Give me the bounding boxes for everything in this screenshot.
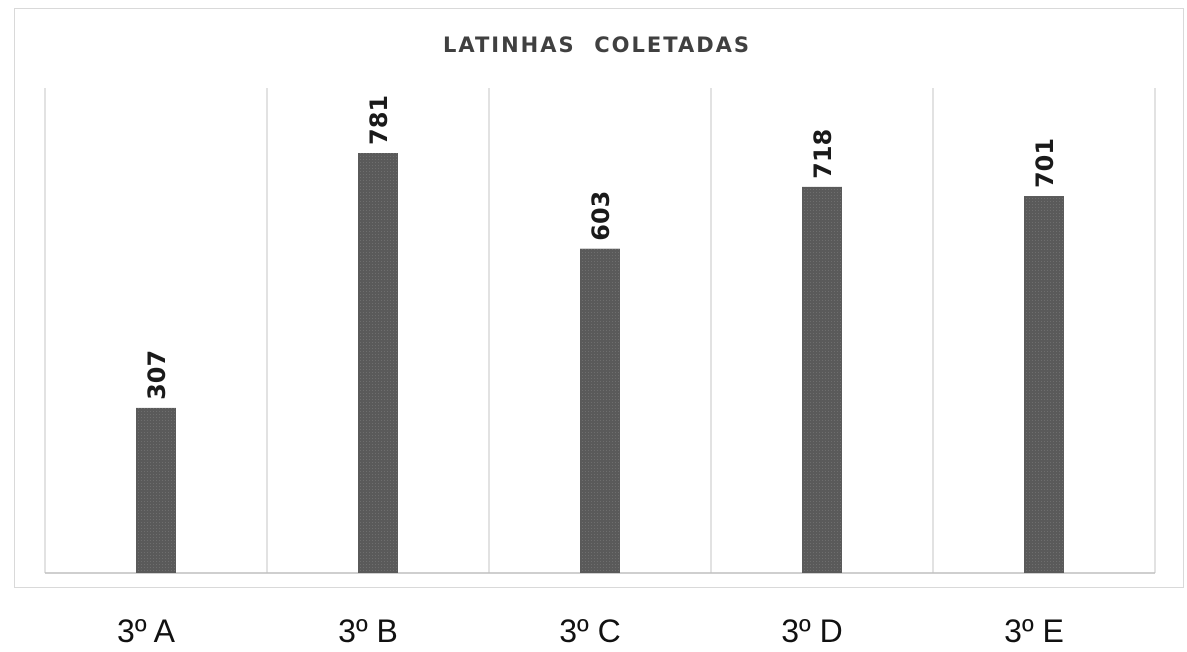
- labels-layer: 307 781 603 718 701: [143, 95, 1059, 400]
- categories-layer: 3º A 3º B 3º C 3º D 3º E: [117, 613, 1064, 649]
- category-label-4: 3º D: [781, 613, 842, 649]
- data-label-5: 701: [1031, 138, 1059, 188]
- data-label-4: 718: [809, 129, 837, 179]
- category-label-3: 3º C: [559, 613, 620, 649]
- category-label-5: 3º E: [1004, 613, 1064, 649]
- data-label-3: 603: [587, 191, 615, 241]
- bar-4: [802, 186, 842, 573]
- category-label-1: 3º A: [117, 613, 176, 649]
- bars-layer: [136, 153, 1064, 573]
- bar-2: [358, 153, 398, 573]
- data-label-2: 781: [365, 95, 393, 145]
- bar-5: [1024, 196, 1064, 573]
- bar-3: [580, 248, 620, 573]
- data-label-1: 307: [143, 350, 171, 400]
- category-label-2: 3º B: [338, 613, 398, 649]
- chart-title: LATINHAS COLETADAS: [443, 33, 751, 57]
- bar-1: [136, 407, 176, 573]
